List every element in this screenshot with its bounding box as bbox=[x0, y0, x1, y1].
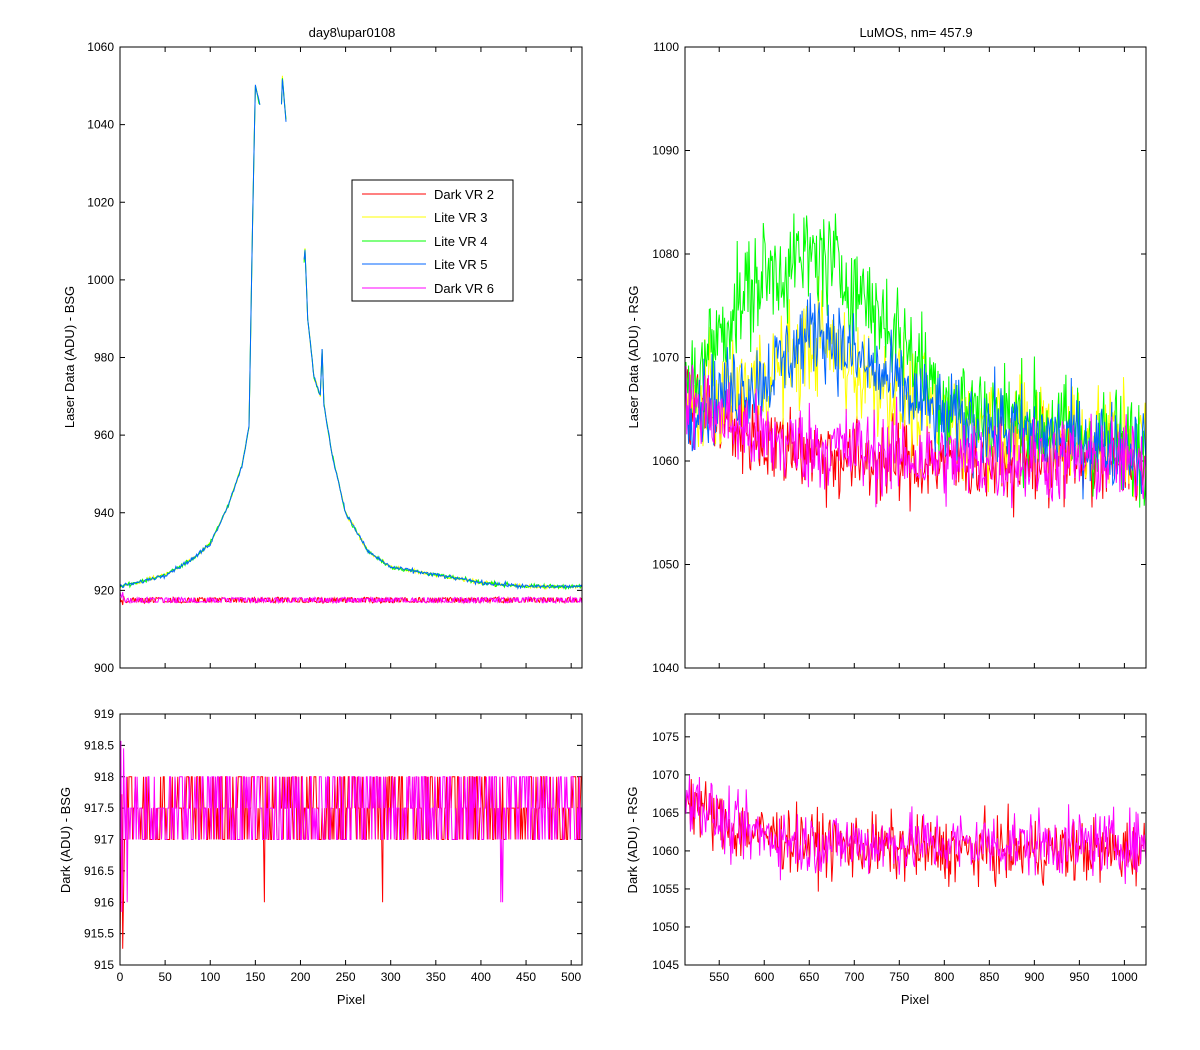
series-line bbox=[120, 591, 582, 605]
x-tick-label: 300 bbox=[381, 970, 401, 984]
y-tick-label: 915 bbox=[94, 958, 114, 972]
y-tick-label: 1050 bbox=[652, 920, 679, 934]
y-tick-label: 1070 bbox=[652, 351, 679, 365]
series-line bbox=[685, 364, 1146, 509]
y-tick-label: 1040 bbox=[87, 118, 114, 132]
x-tick-label: 800 bbox=[934, 970, 954, 984]
y-tick-label: 940 bbox=[94, 506, 114, 520]
y-tick-label: 915.5 bbox=[84, 927, 114, 941]
legend-entry: Lite VR 3 bbox=[434, 210, 487, 225]
y-tick-label: 1090 bbox=[652, 144, 679, 158]
series-line bbox=[281, 79, 287, 122]
y-tick-label: 1045 bbox=[652, 958, 679, 972]
y-tick-label: 1060 bbox=[652, 844, 679, 858]
y-tick-label: 1020 bbox=[87, 195, 114, 209]
y-tick-label: 900 bbox=[94, 661, 114, 675]
series-line bbox=[303, 250, 582, 590]
legend-entry: Lite VR 5 bbox=[434, 257, 487, 272]
plot-area bbox=[120, 75, 582, 606]
x-tick-label: 850 bbox=[979, 970, 999, 984]
x-axis-label: Pixel bbox=[337, 992, 365, 1007]
y-tick-label: 1070 bbox=[652, 768, 679, 782]
x-tick-label: 650 bbox=[799, 970, 819, 984]
y-tick-label: 918 bbox=[94, 770, 114, 784]
y-tick-label: 917 bbox=[94, 833, 114, 847]
series-line bbox=[120, 595, 582, 606]
plot-area bbox=[120, 740, 582, 953]
x-tick-label: 400 bbox=[471, 970, 491, 984]
x-tick-label: 500 bbox=[561, 970, 581, 984]
y-axis-label: Dark (ADU) - RSG bbox=[625, 787, 640, 894]
x-tick-label: 900 bbox=[1024, 970, 1044, 984]
plot-frame bbox=[119, 713, 583, 966]
y-tick-label: 1065 bbox=[652, 806, 679, 820]
y-tick-label: 1040 bbox=[652, 661, 679, 675]
series-line bbox=[685, 213, 1146, 508]
y-axis-label: Laser Data (ADU) - RSG bbox=[626, 285, 641, 428]
chart-title: LuMOS, nm= 457.9 bbox=[859, 25, 972, 40]
y-tick-label: 916 bbox=[94, 895, 114, 909]
y-axis-label: Laser Data (ADU) - BSG bbox=[62, 286, 77, 428]
y-tick-label: 1055 bbox=[652, 882, 679, 896]
chart-title: day8\upar0108 bbox=[309, 25, 396, 40]
legend-entry: Lite VR 4 bbox=[434, 234, 487, 249]
series-line bbox=[120, 740, 582, 912]
axes-top-left: day8\upar0108 Laser Data (ADU) - BSG 900… bbox=[62, 25, 583, 675]
x-tick-label: 700 bbox=[844, 970, 864, 984]
x-tick-label: 150 bbox=[245, 970, 265, 984]
y-tick-label: 960 bbox=[94, 428, 114, 442]
axis-ticks: 1045 1050 1055 1060 1065 1070 1075 550 600 650 700… bbox=[652, 714, 1146, 984]
x-tick-label: 200 bbox=[290, 970, 310, 984]
y-tick-label: 918.5 bbox=[84, 738, 114, 752]
y-tick-label: 1060 bbox=[652, 454, 679, 468]
y-tick-label: 916.5 bbox=[84, 864, 114, 878]
x-tick-label: 100 bbox=[200, 970, 220, 984]
y-tick-label: 917.5 bbox=[84, 801, 114, 815]
y-tick-label: 980 bbox=[94, 351, 114, 365]
axis-ticks: 1040 1050 1060 1070 1080 1090 1100 bbox=[652, 40, 1146, 675]
x-tick-label: 950 bbox=[1069, 970, 1089, 984]
plot-frame bbox=[119, 46, 583, 669]
series-line bbox=[120, 776, 582, 953]
x-tick-label: 450 bbox=[516, 970, 536, 984]
plot-area bbox=[685, 213, 1146, 518]
y-tick-label: 1075 bbox=[652, 730, 679, 744]
axes-bottom-left: Pixel Dark (ADU) - BSG 915915.5916916.59… bbox=[58, 707, 583, 1007]
plot-frame bbox=[684, 46, 1147, 669]
y-tick-label: 1060 bbox=[87, 40, 114, 54]
plot-area bbox=[685, 775, 1146, 892]
x-tick-label: 750 bbox=[889, 970, 909, 984]
y-tick-label: 919 bbox=[94, 707, 114, 721]
y-tick-label: 1050 bbox=[652, 558, 679, 572]
legend-entry: Dark VR 6 bbox=[434, 281, 494, 296]
x-tick-label: 350 bbox=[426, 970, 446, 984]
y-tick-label: 920 bbox=[94, 583, 114, 597]
x-tick-label: 250 bbox=[336, 970, 356, 984]
legend-entry: Dark VR 2 bbox=[434, 187, 494, 202]
x-axis-label: Pixel bbox=[901, 992, 929, 1007]
x-tick-label: 600 bbox=[754, 970, 774, 984]
series-line bbox=[120, 85, 261, 589]
axis-ticks: 915 915.5 916 916.5 917 917.5 918 918.5 919 0 50 10… bbox=[84, 707, 582, 984]
legend: Dark VR 2 Lite VR 3 Lite VR 4 Lite VR 5 … bbox=[351, 179, 514, 302]
x-tick-label: 50 bbox=[158, 970, 172, 984]
series-line bbox=[685, 292, 1146, 500]
axes-bottom-right: Pixel Dark (ADU) - RSG 10451050105510601… bbox=[625, 713, 1147, 1007]
x-tick-label: 1000 bbox=[1111, 970, 1138, 984]
series-line bbox=[120, 86, 261, 589]
x-tick-label: 550 bbox=[709, 970, 729, 984]
y-axis-label: Dark (ADU) - BSG bbox=[58, 787, 73, 893]
y-tick-label: 1080 bbox=[652, 247, 679, 261]
x-tick-label: 0 bbox=[117, 970, 124, 984]
series-line bbox=[120, 84, 261, 589]
y-tick-label: 1100 bbox=[653, 40, 679, 54]
axes-top-right: LuMOS, nm= 457.9 Laser Data (ADU) - RSG … bbox=[626, 25, 1147, 675]
axis-ticks: 900 920 940 960 980 1000 1020 1040 1060 bbox=[87, 40, 582, 675]
y-tick-label: 1000 bbox=[87, 273, 114, 287]
series-line bbox=[685, 775, 1146, 885]
plot-frame bbox=[684, 713, 1147, 966]
